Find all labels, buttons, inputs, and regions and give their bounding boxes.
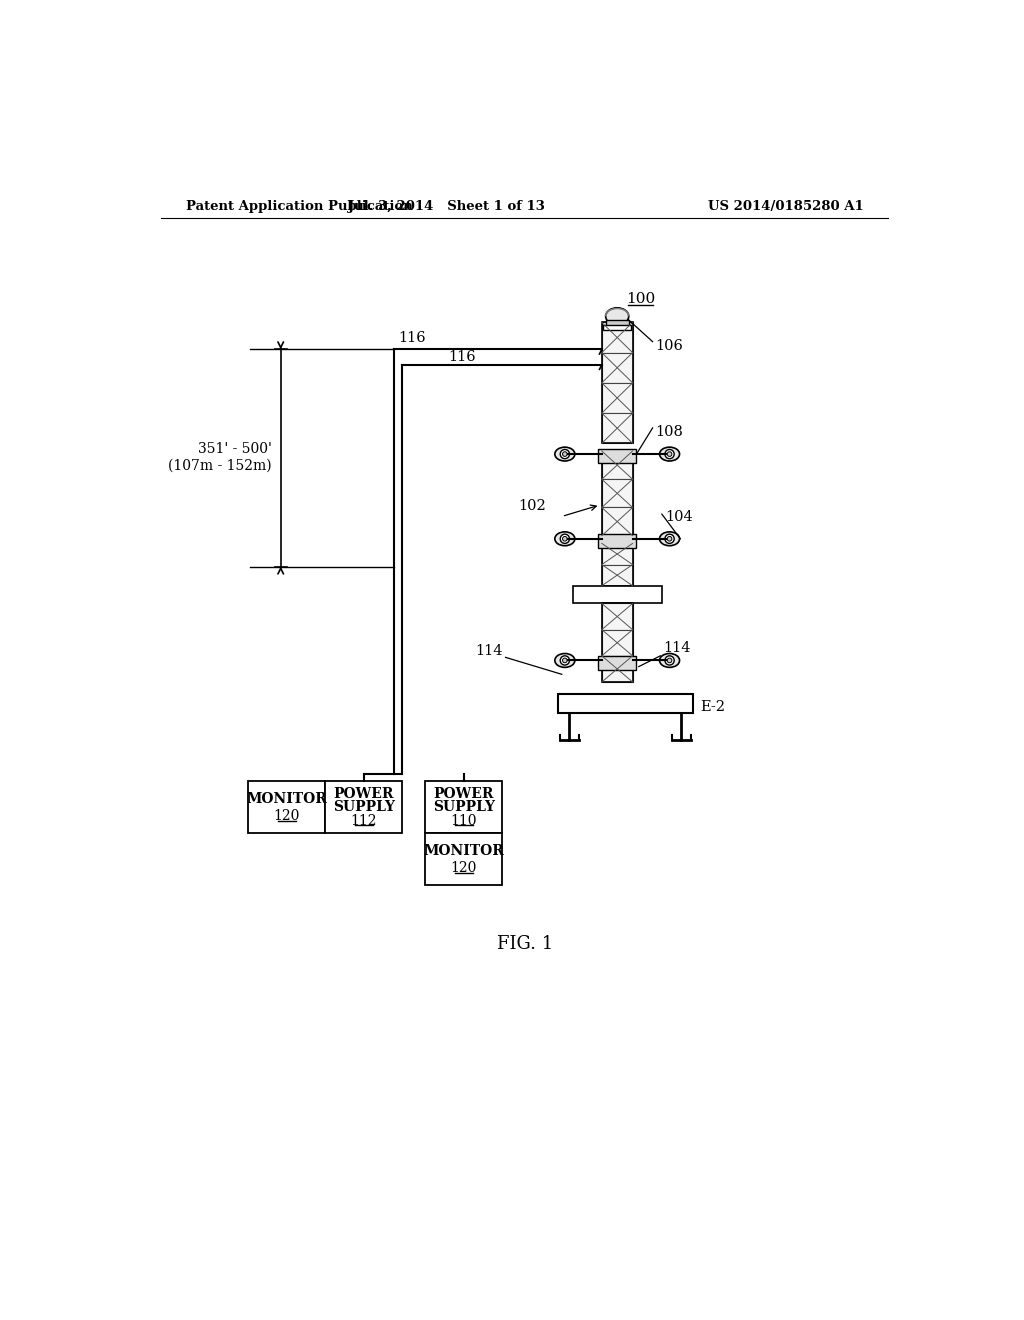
Ellipse shape	[659, 447, 680, 461]
Bar	[573, 586, 662, 603]
Text: Jul. 3, 2014   Sheet 1 of 13: Jul. 3, 2014 Sheet 1 of 13	[348, 199, 545, 213]
Ellipse shape	[560, 535, 569, 544]
Ellipse shape	[668, 451, 672, 457]
Bar	[602, 451, 633, 479]
Text: 116: 116	[449, 350, 476, 364]
Text: 110: 110	[451, 813, 477, 828]
Text: (107m - 152m): (107m - 152m)	[168, 458, 271, 473]
Bar	[602, 603, 633, 630]
Text: 104: 104	[665, 511, 692, 524]
Bar	[602, 544, 633, 586]
Text: 100: 100	[626, 292, 655, 306]
Text: MONITOR: MONITOR	[247, 792, 328, 807]
Text: MONITOR: MONITOR	[424, 845, 505, 858]
Text: 106: 106	[655, 338, 684, 352]
Ellipse shape	[659, 532, 680, 545]
Text: 120: 120	[451, 862, 477, 875]
Ellipse shape	[659, 653, 680, 668]
Text: 116: 116	[398, 331, 426, 345]
Text: E-2: E-2	[700, 700, 725, 714]
Text: 112: 112	[350, 813, 377, 828]
Bar	[602, 451, 633, 536]
Bar	[602, 479, 633, 507]
Bar	[602, 383, 633, 413]
Text: POWER: POWER	[334, 788, 394, 801]
Text: SUPPLY: SUPPLY	[333, 800, 395, 813]
Text: 120: 120	[273, 809, 300, 822]
Bar	[602, 352, 633, 383]
Ellipse shape	[605, 308, 629, 325]
Ellipse shape	[668, 536, 672, 541]
Bar	[326, 780, 402, 833]
Text: SUPPLY: SUPPLY	[433, 800, 495, 813]
Ellipse shape	[555, 532, 574, 545]
Bar	[602, 322, 633, 444]
Ellipse shape	[562, 659, 567, 663]
Bar	[598, 535, 637, 548]
Text: 351' - 500': 351' - 500'	[198, 442, 271, 455]
Text: 108: 108	[655, 425, 684, 438]
Ellipse shape	[560, 450, 569, 459]
Bar	[598, 450, 637, 463]
Ellipse shape	[560, 656, 569, 665]
Text: FIG. 1: FIG. 1	[497, 935, 553, 953]
Ellipse shape	[555, 653, 574, 668]
Bar	[602, 507, 633, 536]
Text: US 2014/0185280 A1: US 2014/0185280 A1	[708, 199, 864, 213]
Bar	[249, 780, 326, 833]
Ellipse shape	[665, 535, 674, 544]
Bar	[602, 565, 633, 586]
Bar	[425, 833, 503, 886]
Ellipse shape	[665, 450, 674, 459]
Bar	[602, 656, 633, 682]
Ellipse shape	[665, 656, 674, 665]
Text: Patent Application Publication: Patent Application Publication	[186, 199, 413, 213]
Ellipse shape	[562, 451, 567, 457]
Bar	[425, 780, 503, 833]
Text: 114: 114	[476, 644, 503, 659]
Text: POWER: POWER	[434, 788, 495, 801]
Text: 114: 114	[664, 642, 691, 655]
Bar	[602, 413, 633, 444]
Ellipse shape	[668, 659, 672, 663]
Bar	[602, 544, 633, 565]
Bar	[598, 656, 637, 669]
Bar	[602, 630, 633, 656]
Bar	[603, 326, 631, 330]
Ellipse shape	[562, 536, 567, 541]
Bar	[602, 322, 633, 352]
Bar	[602, 603, 633, 682]
Bar	[558, 693, 692, 713]
Ellipse shape	[555, 447, 574, 461]
Bar	[605, 321, 629, 326]
Text: 102: 102	[518, 499, 547, 513]
